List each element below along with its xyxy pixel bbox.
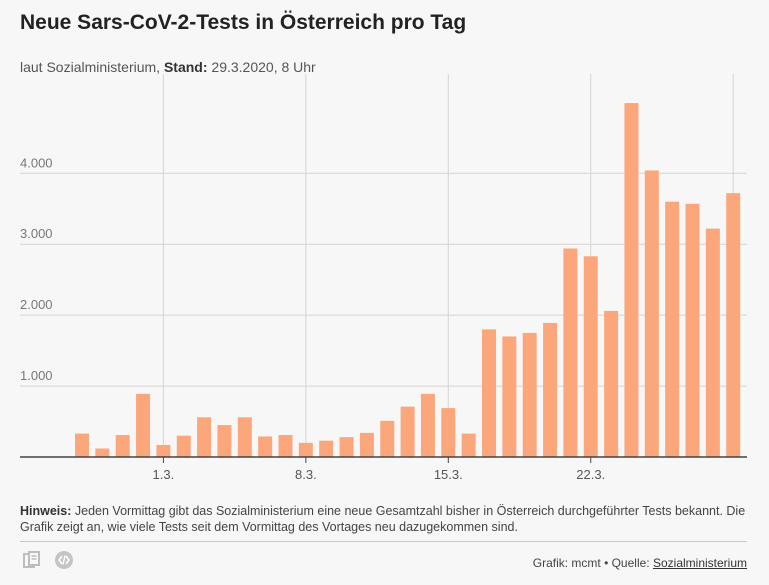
bar — [380, 420, 395, 457]
bar — [665, 201, 680, 457]
share-icons — [22, 550, 74, 570]
bar — [258, 436, 273, 457]
footer-credit: Grafik: mcmt • Quelle: Sozialministerium — [533, 556, 747, 570]
y-tick-label: 1.000 — [20, 368, 53, 383]
bar — [217, 425, 232, 457]
y-tick-label: 2.000 — [20, 297, 53, 312]
bar — [644, 170, 659, 457]
x-tick-label: 15.3. — [434, 467, 463, 482]
chart-subtitle: laut Sozialministerium, Stand: 29.3.2020… — [20, 58, 316, 76]
bar — [461, 433, 476, 457]
x-tick-label: 8.3. — [295, 467, 317, 482]
bar — [136, 393, 151, 457]
bar — [75, 433, 89, 457]
footer-divider — [20, 541, 747, 542]
subtitle-stand-label: Stand: — [163, 59, 208, 75]
bar — [359, 432, 374, 457]
bar — [197, 417, 212, 457]
x-tick-label: 1.3. — [153, 467, 175, 482]
bar — [583, 256, 598, 457]
bar — [543, 322, 558, 457]
footer-credit-text: Grafik: mcmt • Quelle: — [532, 556, 650, 570]
bar — [176, 435, 191, 457]
subtitle-source: laut Sozialministerium, — [20, 59, 161, 75]
bar — [319, 440, 334, 457]
embed-code-icon[interactable] — [54, 550, 74, 570]
bar — [441, 408, 456, 457]
bar-chart: 1.000 2.000 3.000 4.000 1.3. 8.3. 15.3. 22.3. — [20, 74, 747, 482]
y-tick-label: 3.000 — [20, 226, 53, 241]
bar — [705, 228, 720, 457]
bar — [624, 103, 639, 458]
x-tick-label: 22.3. — [576, 467, 605, 482]
bar — [156, 444, 171, 457]
source-link[interactable]: Sozialministerium — [652, 556, 747, 570]
bar — [95, 448, 110, 457]
note-text: Jeden Vormittag gibt das Sozialministeri… — [20, 504, 746, 534]
bar — [482, 329, 496, 457]
bar — [278, 435, 293, 457]
bar — [502, 336, 517, 457]
bar — [298, 442, 313, 457]
bar — [400, 406, 415, 457]
bar — [604, 310, 619, 457]
bar — [522, 332, 537, 457]
chart-title: Neue Sars-CoV-2-Tests in Österreich pro … — [20, 11, 467, 34]
y-tick-label: 4.000 — [20, 155, 53, 170]
bar — [726, 193, 741, 457]
bar — [115, 435, 130, 457]
note-label: Hinweis: — [20, 504, 72, 518]
subtitle-stand-value: 29.3.2020, 8 Uhr — [211, 59, 316, 75]
bar — [237, 417, 252, 457]
documents-icon[interactable] — [22, 550, 42, 570]
chart-note: Hinweis: Jeden Vormittag gibt das Sozial… — [20, 503, 750, 535]
bar — [563, 248, 578, 457]
bar — [685, 203, 700, 457]
bar — [420, 393, 435, 457]
bar — [339, 437, 354, 457]
